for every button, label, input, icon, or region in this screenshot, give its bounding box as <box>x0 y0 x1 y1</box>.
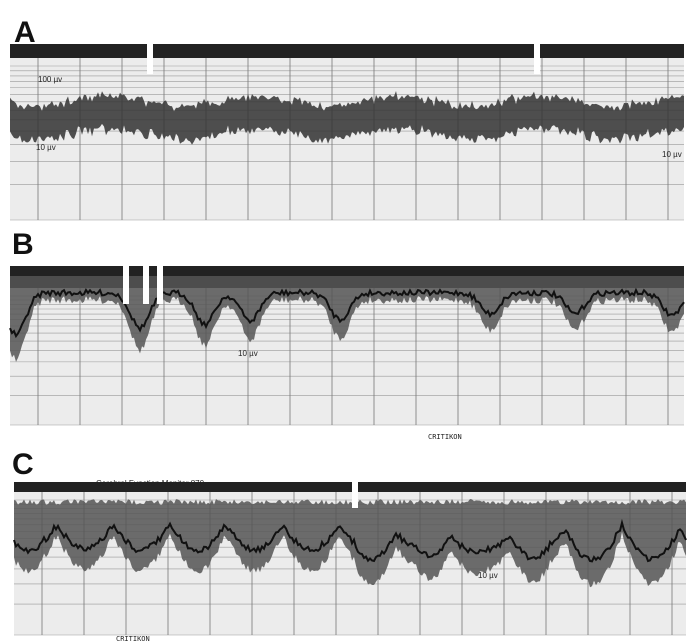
footer-label: CRITIKON <box>428 433 462 441</box>
paper-gap <box>123 264 129 304</box>
paper-gap <box>147 42 153 74</box>
paper-gap <box>143 264 149 304</box>
traces <box>10 42 686 635</box>
panel-title: Cerebral Function Monitor 870 <box>96 479 205 488</box>
paper-gap <box>534 42 540 74</box>
panel-label: A <box>14 16 36 49</box>
paper-gap <box>352 480 358 508</box>
figure: A 100 µv 10 µv 10 µv B 10 µv CRITIKON C … <box>0 0 689 643</box>
panel-label: B <box>12 228 34 261</box>
scale-label: 10 µv <box>36 143 56 152</box>
footer-label: CRITIKON <box>116 635 150 643</box>
scale-label: 10 µv <box>238 349 258 358</box>
paper-gap <box>157 264 163 304</box>
panel-label: C <box>12 448 34 481</box>
scale-label: 10 µv <box>478 571 498 580</box>
top-band <box>10 44 684 58</box>
scale-label: 10 µv <box>662 150 682 159</box>
scale-label: 100 µv <box>38 75 62 84</box>
